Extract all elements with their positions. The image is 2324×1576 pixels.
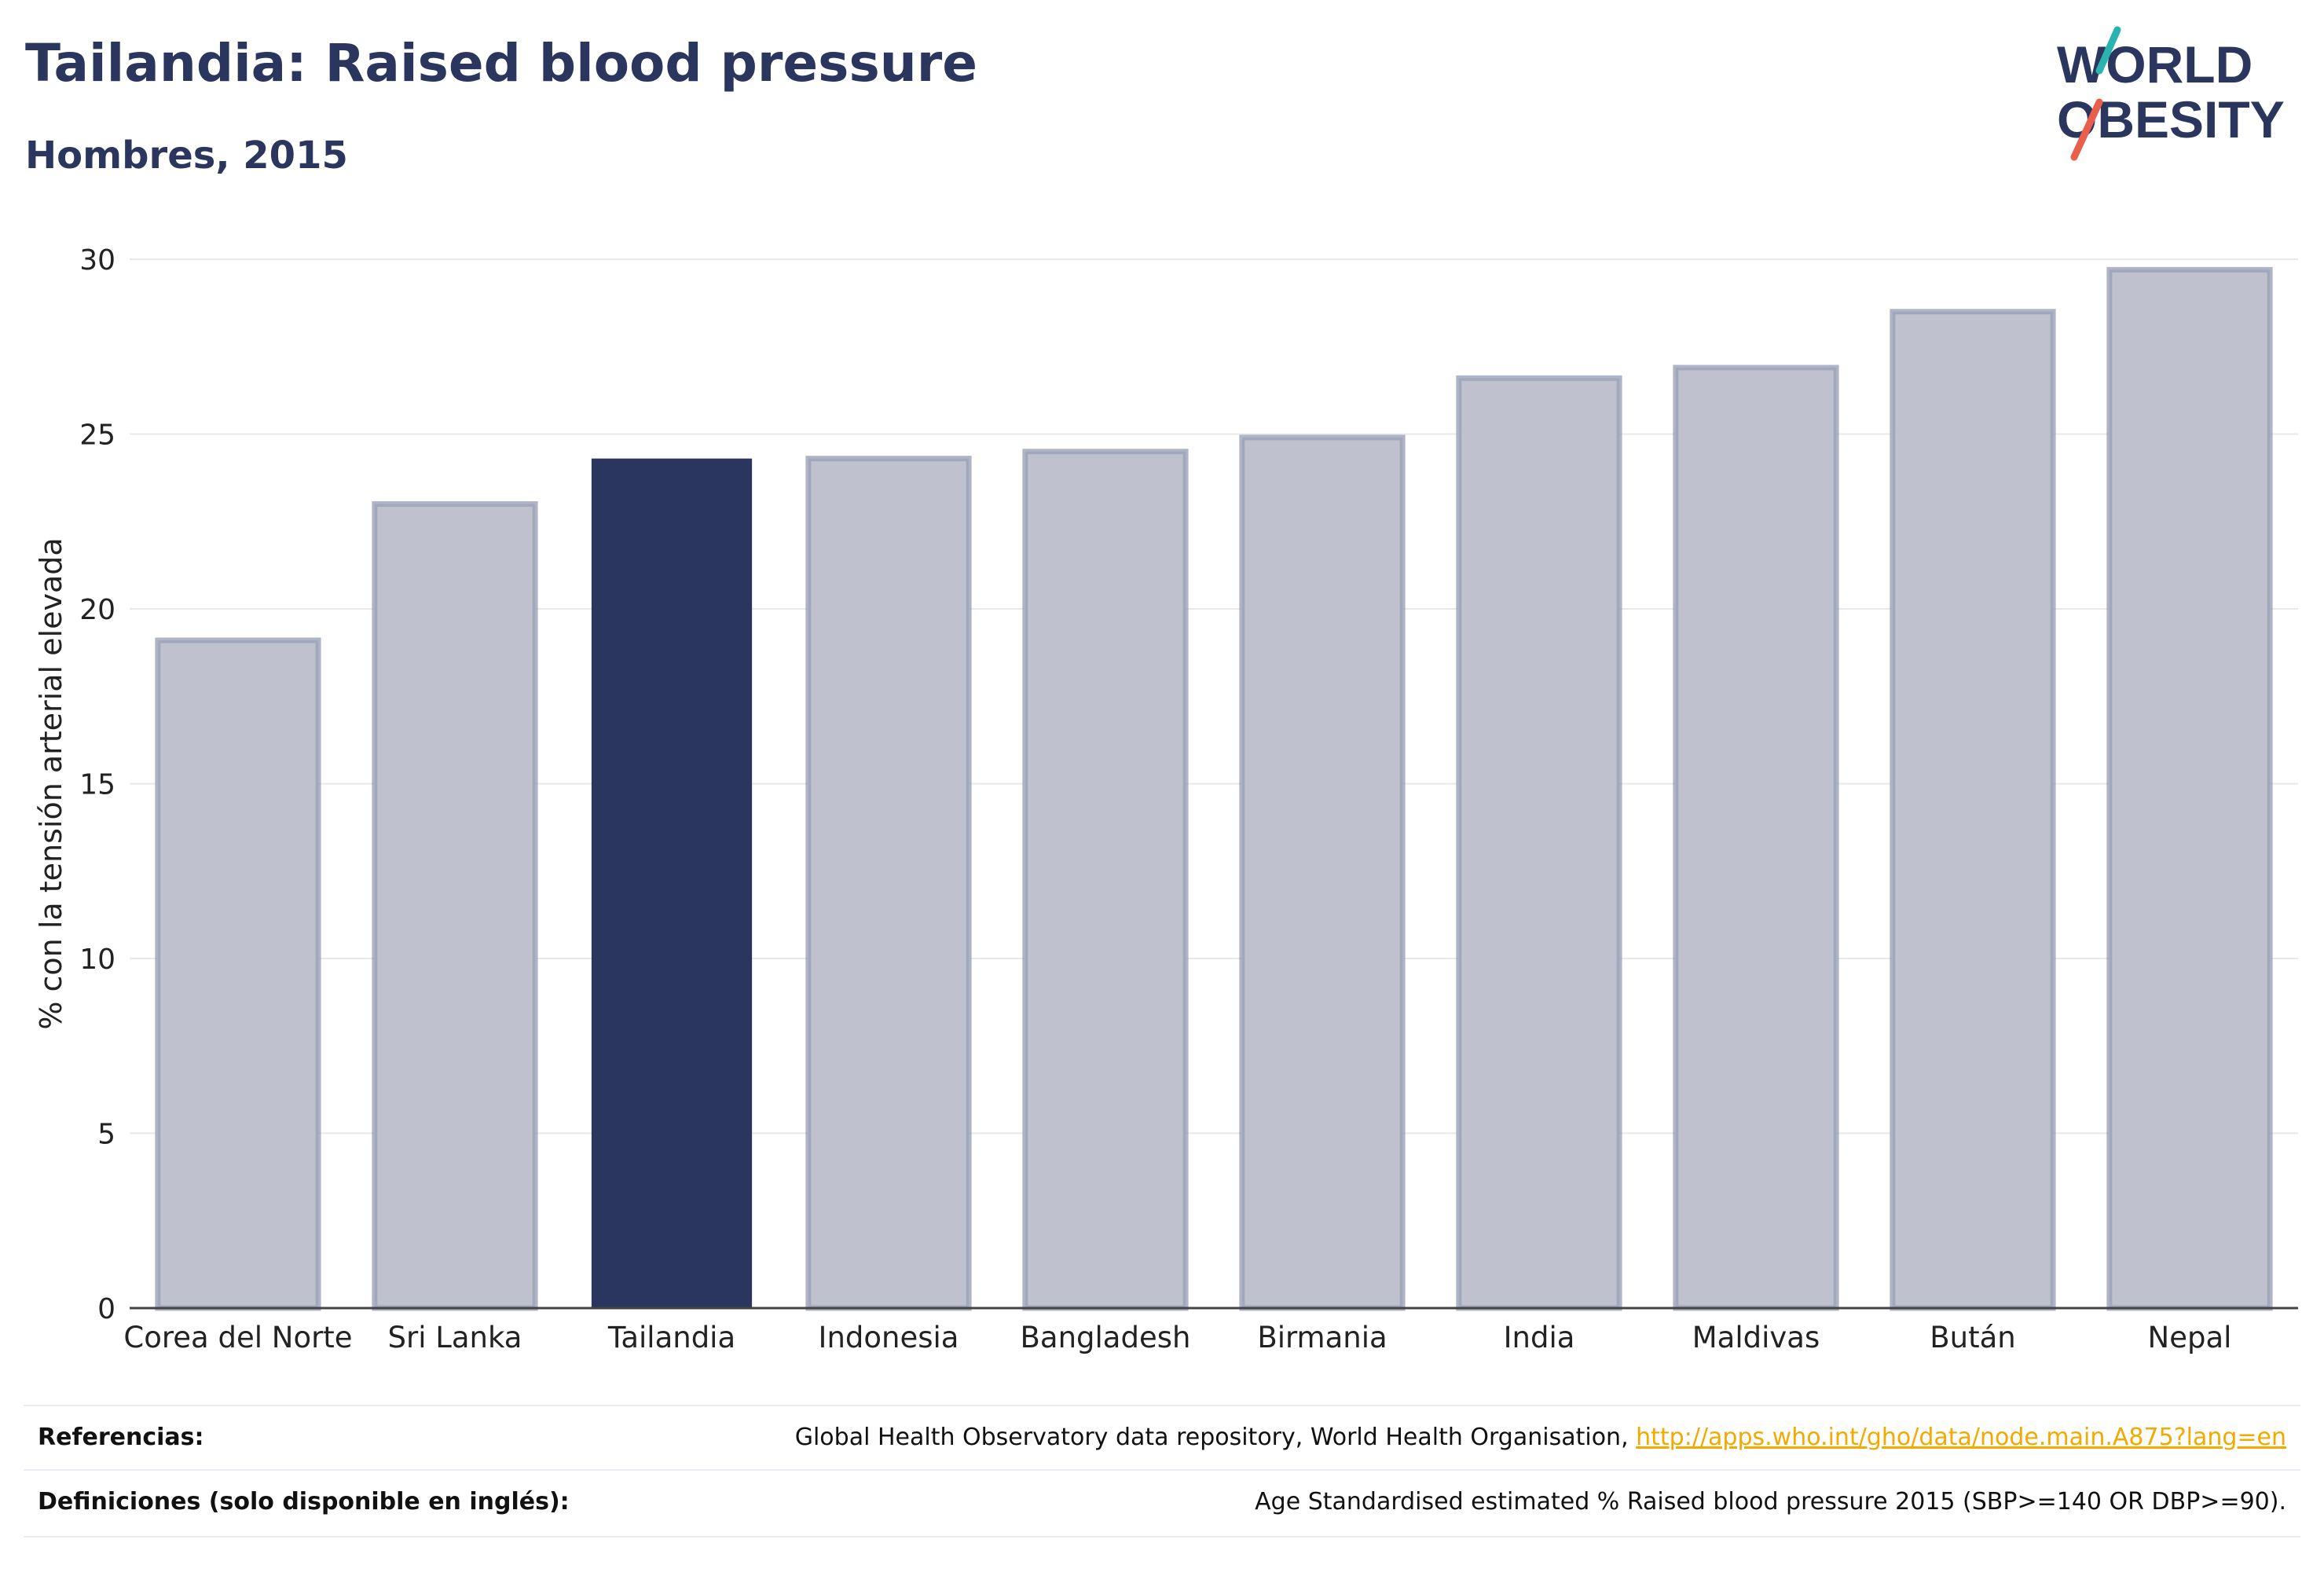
x-tick-label: Maldivas xyxy=(1692,1321,1820,1354)
bar-chart: 0 5 10 15 20 25 30 % con la tensión arterial el… xyxy=(34,244,2298,1354)
definitions-value: Age Standardised estimated % Raised bloo… xyxy=(1255,1487,2286,1516)
y-tick-label: 0 xyxy=(97,1293,115,1325)
bar-maldivas xyxy=(1673,365,1839,1311)
bar-tailandia xyxy=(591,458,753,1308)
x-tick-label: Bangladesh xyxy=(1021,1321,1191,1354)
bar-corea-del-norte xyxy=(155,637,321,1311)
definitions-label: Definiciones (solo disponible en inglés)… xyxy=(38,1487,570,1516)
logo-slash-bottom xyxy=(2070,98,2103,161)
x-tick-label: Nepal xyxy=(2148,1321,2232,1354)
logo-slash-top xyxy=(2095,26,2121,75)
sources-text: Global Health Observatory data repositor… xyxy=(794,1423,1637,1451)
sources-link[interactable]: http://apps.who.int/gho/data/node.main.A… xyxy=(1636,1423,2286,1451)
x-tick-label: India xyxy=(1504,1321,1575,1354)
y-tick-label: 20 xyxy=(79,594,115,626)
y-axis-title: % con la tensión arterial elevada xyxy=(34,537,68,1029)
page-subtitle: Hombres, 2015 xyxy=(25,134,348,178)
world-obesity-logo: WORLD OBESITY xyxy=(2057,26,2285,161)
references-definitions-row: Definiciones (solo disponible en inglés)… xyxy=(24,1469,2300,1532)
references-sources-row: Referencias: Global Health Observatory d… xyxy=(24,1405,2300,1468)
references-bottom-rule xyxy=(24,1536,2300,1538)
bar-sri-lanka xyxy=(372,501,538,1311)
bar-nepal xyxy=(2106,266,2273,1311)
page-title: Tailandia: Raised blood pressure xyxy=(25,33,978,93)
y-tick-label: 5 xyxy=(97,1119,115,1151)
x-tick-label: Birmania xyxy=(1257,1321,1387,1354)
x-tick-label: Indonesia xyxy=(819,1321,959,1354)
x-tick-label: Sri Lanka xyxy=(388,1321,522,1354)
bar-birmania xyxy=(1239,434,1406,1311)
y-tick-label: 25 xyxy=(79,420,115,452)
bar-bangladesh xyxy=(1022,449,1189,1311)
bar-but-n xyxy=(1890,309,2056,1311)
y-tick-label: 15 xyxy=(79,769,115,801)
y-tick-label: 30 xyxy=(79,244,115,277)
sources-value: Global Health Observatory data repositor… xyxy=(795,1424,2286,1451)
sources-label: Referencias: xyxy=(38,1423,204,1451)
bar-indonesia xyxy=(805,456,972,1311)
x-tick-label: Bután xyxy=(1930,1321,2015,1354)
x-tick-label: Corea del Norte xyxy=(123,1321,352,1354)
x-tick-label: Tailandia xyxy=(607,1321,735,1354)
y-tick-label: 10 xyxy=(79,944,115,976)
logo-line1: WORLD xyxy=(2057,35,2253,93)
bar-india xyxy=(1456,375,1622,1311)
